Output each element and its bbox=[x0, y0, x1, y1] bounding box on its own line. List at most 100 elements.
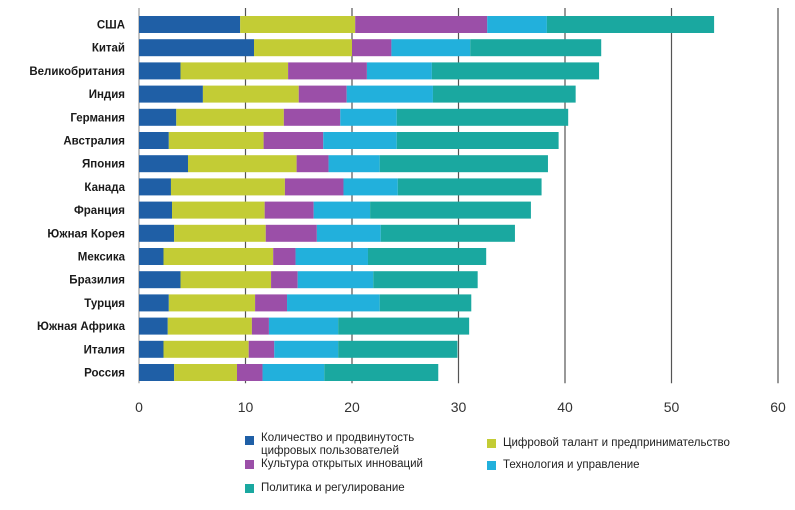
bar-segment bbox=[254, 39, 352, 57]
bar-segment bbox=[274, 340, 339, 358]
bar-segment bbox=[431, 62, 600, 80]
category-label: Южная Корея bbox=[47, 228, 125, 240]
bar-segment bbox=[168, 294, 256, 312]
category-label: Франция bbox=[74, 205, 125, 217]
bar-segment bbox=[174, 224, 266, 242]
bar-segment bbox=[139, 155, 188, 173]
bar-segment bbox=[174, 364, 237, 381]
bar-segment bbox=[397, 178, 542, 196]
bar-segment bbox=[176, 108, 284, 126]
bar-segment bbox=[546, 16, 715, 33]
bar-segment bbox=[367, 248, 487, 265]
bar-segment bbox=[265, 224, 317, 242]
bar-segment bbox=[324, 364, 439, 381]
bar-segment bbox=[355, 16, 488, 33]
category-label: Италия bbox=[84, 344, 125, 356]
bar-segment bbox=[139, 248, 164, 265]
bar-segment bbox=[380, 224, 515, 242]
bar-segment bbox=[297, 271, 374, 289]
bar-segment bbox=[163, 340, 249, 358]
bar-segment bbox=[139, 39, 255, 57]
category-label: Канада bbox=[84, 182, 125, 194]
category-label: Япония bbox=[82, 159, 125, 171]
bar-segment bbox=[370, 201, 531, 219]
bar-segment bbox=[288, 62, 367, 80]
x-tick-label: 30 bbox=[451, 399, 467, 415]
bar-segment bbox=[268, 317, 339, 335]
category-label: Индия bbox=[89, 89, 125, 101]
bar-segment bbox=[180, 62, 289, 80]
bar-segment bbox=[139, 364, 175, 381]
bar-segment bbox=[139, 340, 164, 358]
x-tick-labels: 0 10 20 30 40 50 60 bbox=[135, 399, 786, 415]
bar-segment bbox=[296, 155, 329, 173]
x-tick-label: 20 bbox=[344, 399, 360, 415]
bar-segment bbox=[139, 16, 241, 33]
bar-segment bbox=[139, 317, 168, 335]
x-tick-label: 40 bbox=[557, 399, 573, 415]
bar-segment bbox=[255, 294, 288, 312]
category-label: Великобритания bbox=[29, 66, 125, 78]
category-label: Южная Африка bbox=[37, 321, 126, 333]
bar-segment bbox=[251, 317, 269, 335]
bar-segment bbox=[139, 108, 177, 126]
bar-segment bbox=[316, 224, 381, 242]
bar-segment bbox=[283, 108, 341, 126]
bar-segment bbox=[139, 132, 169, 149]
bar-segment bbox=[168, 132, 264, 149]
category-label: Турция bbox=[84, 298, 125, 310]
bar-segment bbox=[139, 271, 181, 289]
x-tick-label: 0 bbox=[135, 399, 143, 415]
bar-segment bbox=[139, 201, 173, 219]
bar-segment bbox=[396, 108, 569, 126]
bar-segment bbox=[163, 248, 274, 265]
bar-segment bbox=[240, 16, 356, 33]
bar-segment bbox=[487, 16, 547, 33]
bar-segment bbox=[273, 248, 296, 265]
bar-segment bbox=[313, 201, 371, 219]
bar-segment bbox=[379, 155, 548, 173]
category-label: Бразилия bbox=[69, 275, 125, 287]
bar-segment bbox=[340, 108, 397, 126]
bar-segment bbox=[139, 224, 175, 242]
bar-segment bbox=[180, 271, 272, 289]
bar-segment bbox=[432, 85, 576, 103]
bar-segment bbox=[352, 39, 392, 57]
category-label: Россия bbox=[84, 368, 125, 380]
bar-segment bbox=[170, 178, 285, 196]
bar-segment bbox=[263, 132, 324, 149]
bar-segment bbox=[287, 294, 380, 312]
category-labels: США Китай Великобритания Индия Германия Австр… bbox=[29, 20, 125, 380]
category-label: США bbox=[97, 20, 125, 32]
category-label: Австралия bbox=[63, 136, 125, 148]
bar-segment bbox=[202, 85, 299, 103]
bar-segment bbox=[379, 294, 472, 312]
bar-segment bbox=[271, 271, 298, 289]
x-tick-label: 10 bbox=[238, 399, 254, 415]
bar-segment bbox=[366, 62, 432, 80]
bar-segment bbox=[139, 62, 181, 80]
bar-segment bbox=[470, 39, 602, 57]
bar-segment bbox=[373, 271, 478, 289]
bar-segment bbox=[328, 155, 380, 173]
bar-segment bbox=[167, 317, 252, 335]
x-tick-label: 60 bbox=[770, 399, 786, 415]
bar-segment bbox=[338, 317, 470, 335]
bar-segment bbox=[236, 364, 263, 381]
bar-segment bbox=[346, 85, 433, 103]
category-label: Китай bbox=[92, 43, 125, 55]
bar-segment bbox=[139, 178, 171, 196]
bars bbox=[139, 16, 715, 381]
bar-segment bbox=[284, 178, 344, 196]
bar-segment bbox=[396, 132, 559, 149]
category-label: Мексика bbox=[78, 252, 126, 264]
x-tick-label: 50 bbox=[664, 399, 680, 415]
bar-segment bbox=[139, 85, 203, 103]
bar-segment bbox=[139, 294, 169, 312]
bar-segment bbox=[343, 178, 398, 196]
bar-segment bbox=[338, 340, 458, 358]
bar-segment bbox=[262, 364, 325, 381]
bar-segment bbox=[248, 340, 275, 358]
bar-segment bbox=[298, 85, 347, 103]
bar-segment bbox=[264, 201, 314, 219]
